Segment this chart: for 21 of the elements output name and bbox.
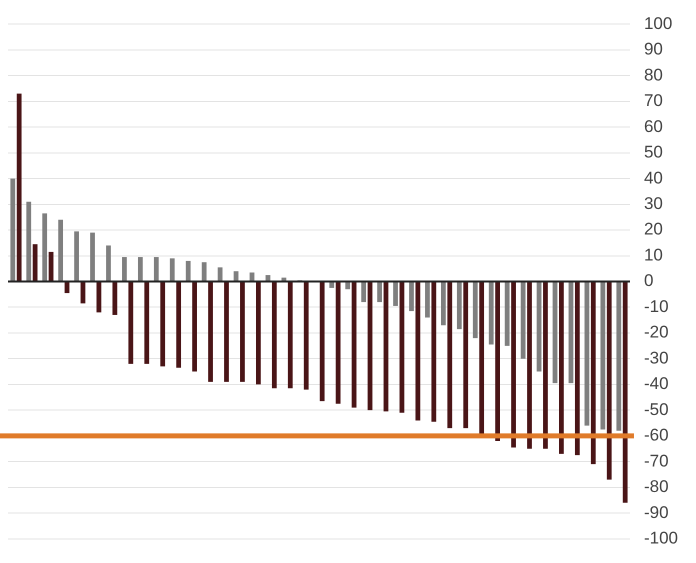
y-tick-label: 0 (644, 271, 654, 290)
y-tick-label: -80 (644, 477, 669, 496)
y-tick-label: 100 (644, 14, 672, 33)
y-tick-label: -90 (644, 502, 669, 522)
y-tick-label: -50 (644, 400, 669, 419)
y-tick-label: -100 (644, 528, 678, 548)
y-tick-label: -10 (644, 296, 669, 316)
y-tick-label: 50 (644, 142, 663, 162)
y-tick-label: -70 (644, 451, 669, 470)
y-tick-label: 90 (644, 40, 663, 59)
y-tick-label: 30 (644, 194, 663, 213)
y-tick-label: 10 (644, 245, 663, 264)
y-tick-label: 70 (644, 91, 663, 110)
y-tick-label: -60 (644, 426, 669, 445)
y-tick-label: 20 (644, 220, 663, 239)
y-tick-label: 60 (644, 116, 663, 136)
y-tick-label: -30 (644, 348, 669, 368)
y-tick-label: 80 (644, 65, 663, 84)
y-tick-label: 40 (644, 168, 663, 188)
y-tick-label: -20 (644, 322, 669, 342)
y-tick-label: -40 (644, 374, 669, 394)
